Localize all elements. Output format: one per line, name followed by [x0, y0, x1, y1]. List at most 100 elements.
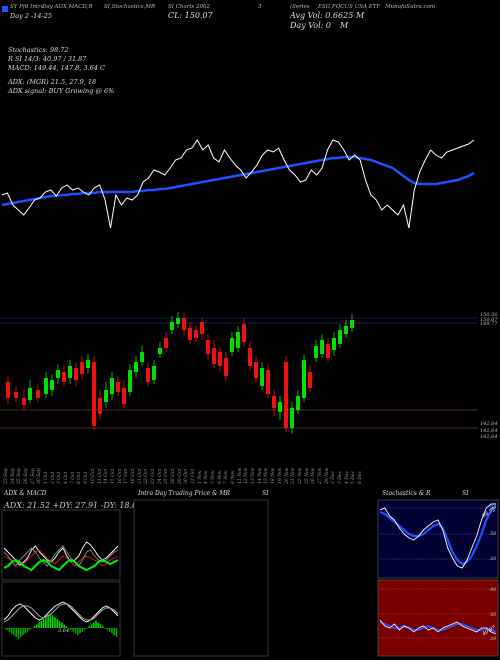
macd-histogram-bar: [13, 628, 15, 636]
candle-body: [56, 370, 60, 378]
rsi-panel-frame: [377, 579, 499, 657]
macd-histogram-bar: [19, 628, 22, 637]
candle-body: [44, 378, 48, 394]
date-tick-label: 18 Oct: [130, 468, 136, 484]
stoch-panel-title: Stochastics & R: [382, 490, 431, 497]
macd-histogram-bar: [8, 628, 11, 632]
date-tick-label: 30 Oct: [184, 468, 190, 484]
candle-body: [326, 344, 330, 358]
macd-histogram-bar: [86, 628, 88, 629]
candle-body: [62, 372, 66, 382]
candle-body: [314, 346, 318, 358]
adx-panel-values: ADX: 21.52 +DY: 27.91 -DY: 18.02: [4, 501, 143, 510]
candle-body: [134, 362, 138, 372]
candle-body: [92, 362, 96, 426]
macd-line: [3, 601, 119, 623]
date-tick-label: 10 Oct: [90, 468, 96, 484]
date-tick-label: 9 Oct: [84, 471, 90, 484]
macd-histogram-bar: [40, 620, 43, 628]
intra-panel-title-b: SI: [262, 490, 269, 497]
candle-body: [206, 340, 210, 354]
date-tick-label: 26 Nov: [311, 467, 317, 484]
rsi-level-20: 20: [490, 636, 497, 642]
macd-histogram-bar: [47, 615, 49, 628]
price-label-2: 150.07: [480, 317, 498, 323]
candle-body: [284, 362, 288, 428]
candle-body: [86, 360, 90, 368]
date-tick-label: 17 Oct: [124, 468, 130, 484]
intra-panel-title: Intra Day Trading Price & MR: [138, 490, 231, 497]
candle-body: [242, 324, 246, 342]
stoch-level-20: 20: [490, 556, 497, 562]
candle-body: [98, 398, 102, 414]
date-tick-label: 21 Oct: [137, 468, 143, 484]
candle-body: [146, 368, 150, 382]
macd-histogram-bar: [51, 615, 54, 628]
macd-histogram-bar: [95, 620, 97, 628]
date-tick-label: 1 Nov: [197, 470, 203, 484]
price-label-1: 150.56: [480, 312, 498, 318]
macd-line: [3, 603, 119, 623]
macd-histogram-bar: [92, 622, 95, 628]
date-tick-label: 2 Dec: [331, 470, 337, 484]
date-tick-label: 27 Nov: [317, 467, 323, 484]
candle-body: [110, 378, 114, 394]
macd-histogram-bar: [26, 628, 29, 632]
macd-histogram-bar: [31, 628, 33, 629]
header-site: MunafaSutra.com: [385, 4, 436, 10]
macd-histogram-bar: [35, 624, 38, 628]
date-tick-label: 8 Oct: [77, 471, 83, 484]
candle-body: [6, 382, 10, 398]
price-label-5: 142.64: [480, 428, 498, 434]
date-tick-label: 22 Nov: [297, 467, 303, 484]
candle-body: [266, 370, 270, 394]
adx-series-line: [3, 541, 119, 566]
candle-body: [254, 362, 258, 378]
candle-body: [28, 388, 32, 400]
macd-histogram-bar: [113, 628, 116, 636]
macd-histogram-bar: [111, 628, 113, 634]
price-label-3: 149.77: [480, 321, 498, 327]
candle-body: [308, 372, 312, 388]
macd-histogram-bar: [106, 628, 109, 630]
candle-body: [188, 328, 192, 340]
date-tick-label: 1 Oct: [44, 471, 50, 484]
date-tick-label: 18 Nov: [271, 467, 277, 484]
rsi-level-80: 80: [490, 587, 497, 593]
macd-panel-frame: [1, 581, 121, 657]
header-title-f: 3: [258, 4, 262, 10]
date-tick-label: 6 Dec: [358, 470, 363, 484]
macd-histogram-bar: [104, 628, 106, 629]
stoch-panel-frame: [377, 499, 499, 579]
candle-body: [182, 318, 186, 330]
candle-body: [68, 366, 72, 378]
macd-histogram-bar: [74, 628, 77, 634]
stoch-readout: Stochastics: 98.72: [8, 46, 69, 54]
candle-body: [170, 322, 174, 330]
stoch-panel-title-b: SI: [462, 490, 469, 497]
candle-body: [350, 320, 354, 328]
candle-body: [122, 388, 126, 404]
macd-histogram-bar: [58, 620, 61, 628]
candle-body: [74, 368, 78, 380]
candle-body: [194, 330, 198, 338]
date-tick-label: 14 Nov: [257, 467, 263, 484]
date-tick-label: 29 Nov: [324, 467, 330, 484]
intraday-panel-frame: [133, 499, 269, 657]
macd-histogram-bar: [99, 624, 102, 628]
candle-body: [14, 392, 18, 398]
avg-vol: Avg Vol: 0.6625: [290, 11, 354, 20]
candle-body: [290, 408, 294, 428]
candle-body: [22, 398, 26, 405]
adx-panel-frame: [1, 509, 121, 581]
macd-histogram-bar: [42, 619, 45, 628]
date-tick-label: 30 Sep: [37, 468, 43, 484]
adx-series-line: [3, 549, 119, 567]
date-tick-label: 12 Nov: [244, 467, 250, 484]
header-title-h: ESG FOCUS USA ETF: [318, 4, 381, 10]
candle-body: [128, 370, 132, 392]
macd-histogram-bar: [90, 624, 93, 628]
main-price-chart: [0, 139, 478, 434]
header-title-d: SI Charts: [168, 4, 195, 10]
adx-panel-title: ADX & MACD: [4, 490, 47, 497]
